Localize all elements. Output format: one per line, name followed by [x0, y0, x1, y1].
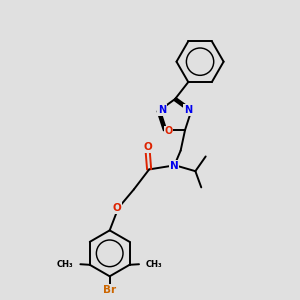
Text: O: O	[113, 203, 122, 213]
Text: Br: Br	[103, 285, 116, 295]
Text: N: N	[158, 105, 166, 115]
Text: CH₃: CH₃	[146, 260, 163, 269]
Text: N: N	[184, 105, 192, 115]
Text: N: N	[170, 161, 178, 171]
Text: CH₃: CH₃	[57, 260, 73, 269]
Text: O: O	[143, 142, 152, 152]
Text: O: O	[164, 126, 172, 136]
